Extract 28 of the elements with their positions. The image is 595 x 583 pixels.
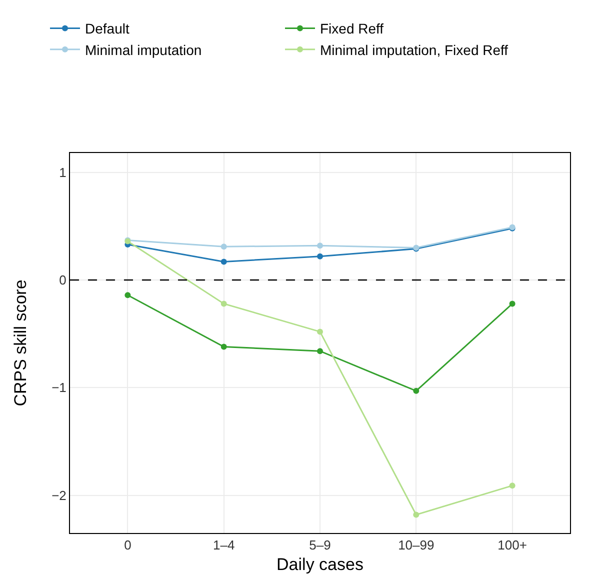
y-tick-label: −2	[52, 488, 66, 503]
legend-label: Fixed Reff	[320, 20, 384, 37]
point	[317, 253, 323, 260]
x-tick-label: 10–99	[398, 538, 434, 553]
point	[509, 482, 516, 489]
x-tick-label: 0	[124, 538, 132, 553]
legend-label: Minimal imputation	[85, 42, 202, 58]
x-tick-label: 1–4	[213, 538, 235, 553]
point	[124, 292, 131, 298]
y-tick-label: 0	[59, 272, 66, 288]
y-axis-title: CRPS skill score	[11, 280, 30, 406]
y-tick-label: 1	[59, 164, 66, 180]
point	[220, 300, 227, 307]
x-axis-title: Daily cases	[276, 555, 364, 574]
point	[317, 348, 323, 354]
point	[317, 328, 323, 335]
point	[413, 388, 420, 394]
x-tick-label: 5–9	[309, 538, 331, 553]
y-tick-label: −1	[52, 380, 66, 396]
point	[220, 344, 227, 350]
point	[220, 258, 227, 265]
point	[317, 242, 323, 249]
point	[220, 244, 227, 250]
x-tick-label: 100+	[498, 538, 527, 553]
legend-label: Minimal imputation, Fixed Reff	[320, 42, 508, 58]
legend-label: Default	[85, 20, 130, 37]
point	[413, 512, 420, 518]
point	[509, 300, 516, 307]
